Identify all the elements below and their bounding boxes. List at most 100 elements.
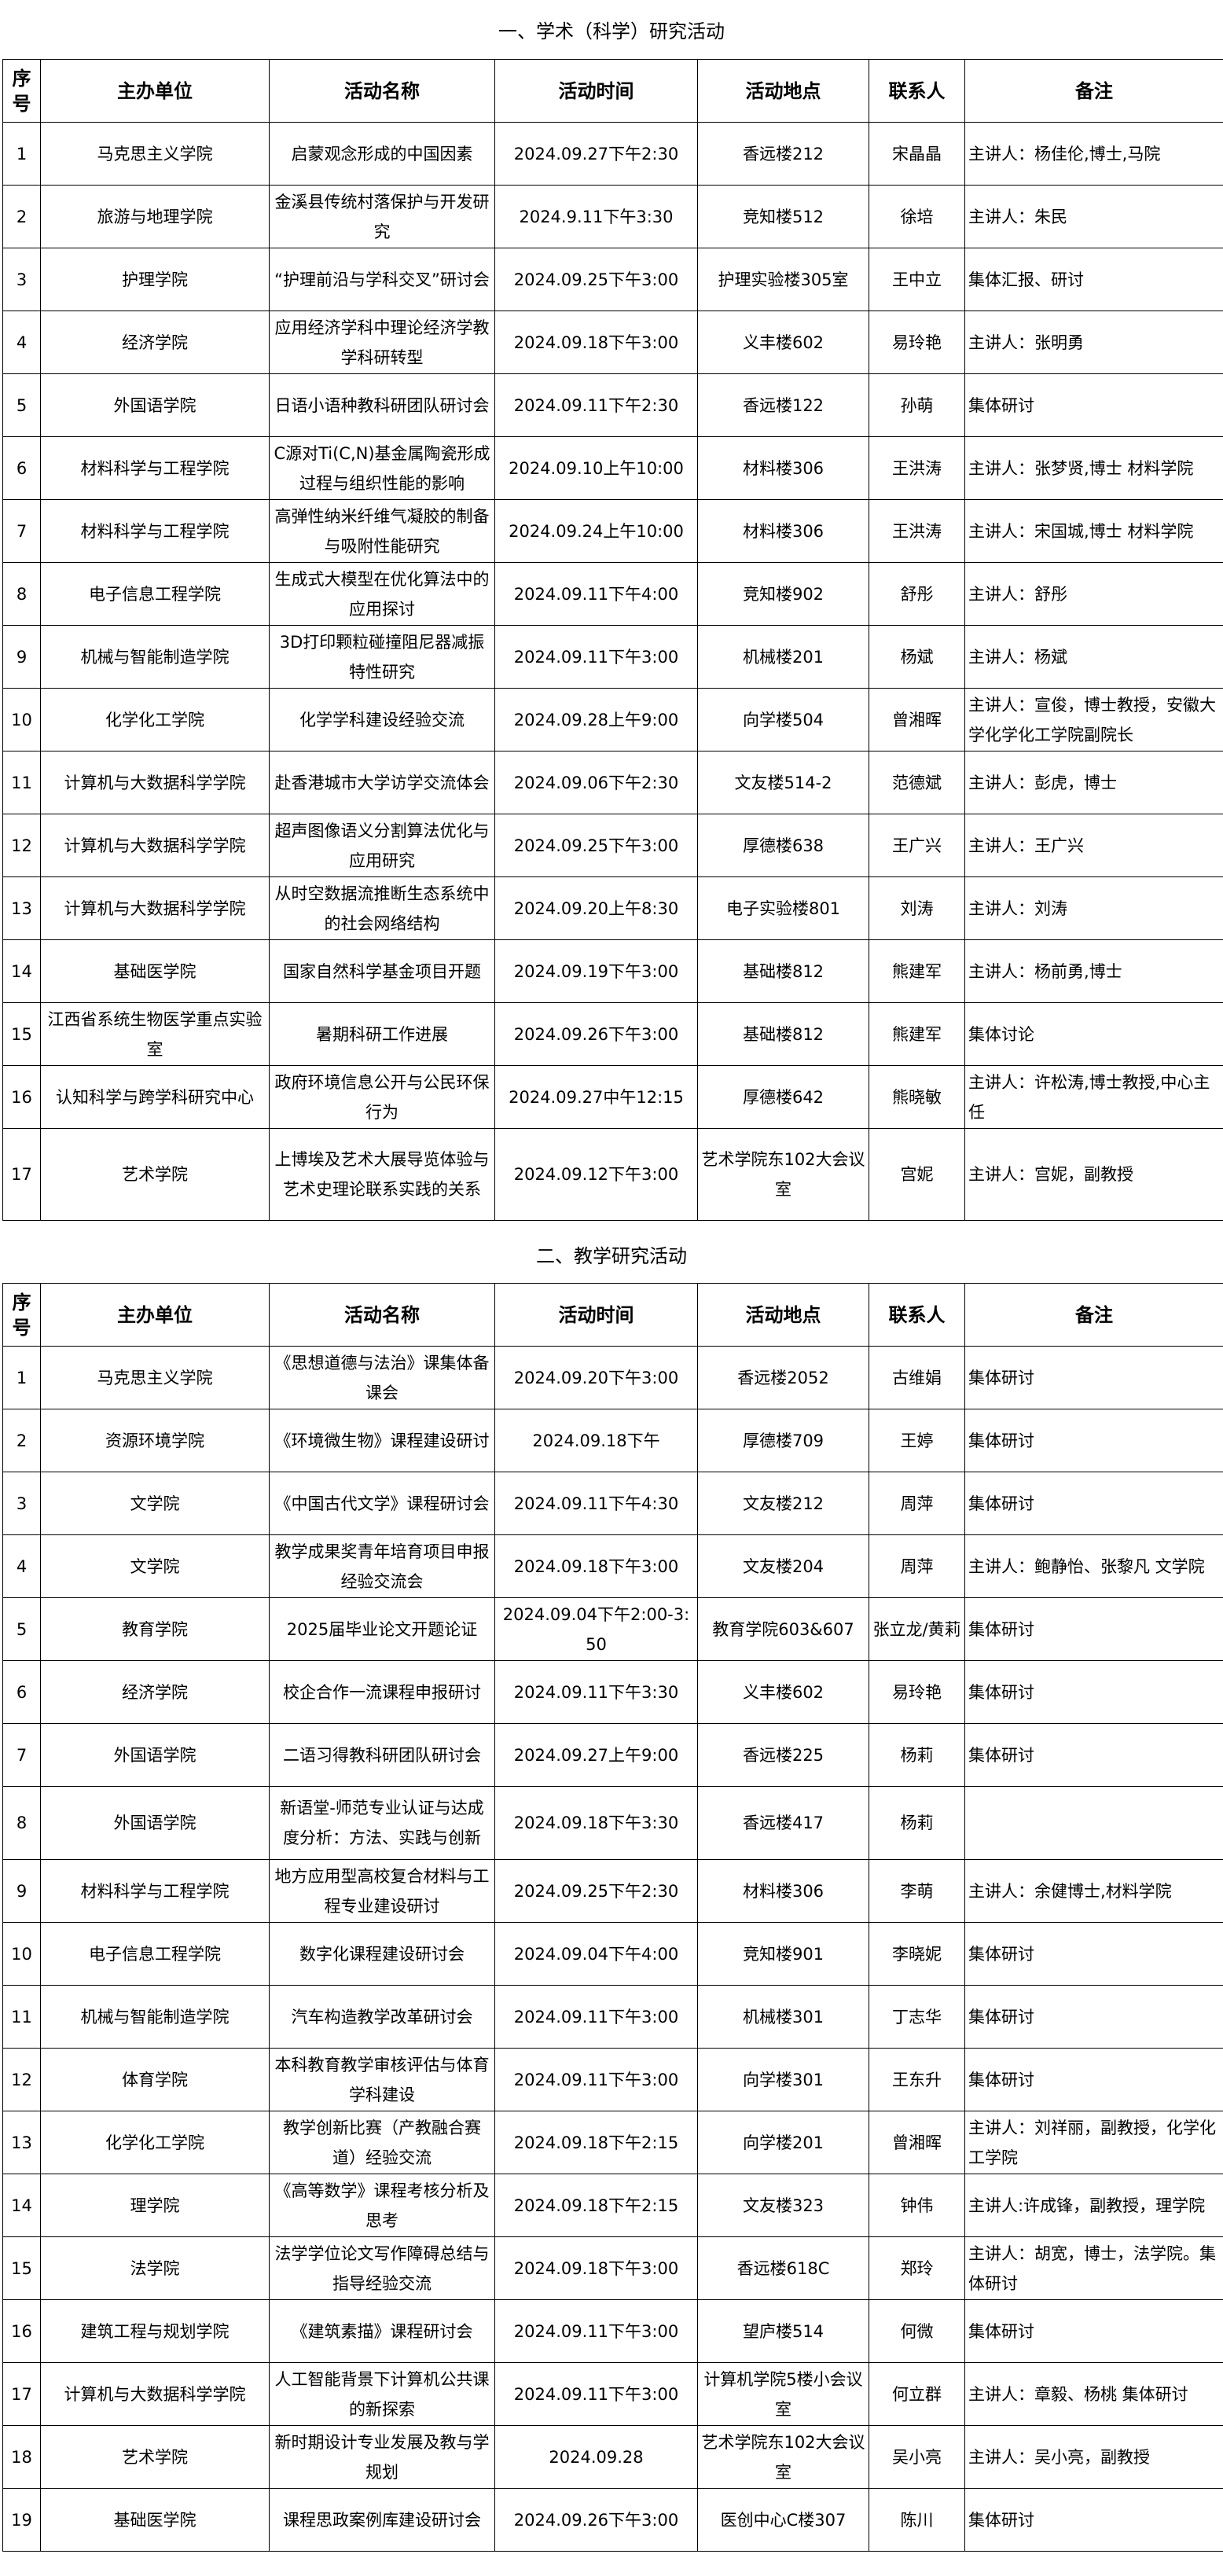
cell-notes: 集体研讨 <box>964 373 1223 437</box>
table-row: 16 认知科学与跨学科研究中心 政府环境信息公开与公民环保行为 2024.09.27中… <box>2 1065 1223 1129</box>
cell-activity-time: 2024.09.28上午9:00 <box>494 688 698 751</box>
cell-seq: 14 <box>2 939 41 1003</box>
table-row: 9 材料科学与工程学院 地方应用型高校复合材料与工程专业建设研讨 2024.09.25… <box>2 1859 1223 1923</box>
cell-seq: 17 <box>2 1128 41 1221</box>
cell-location: 竞知楼512 <box>697 185 869 248</box>
cell-contact: 舒彤 <box>869 562 965 626</box>
cell-activity-time: 2024.09.18下午2:15 <box>494 2111 698 2174</box>
cell-location: 文友楼212 <box>697 1472 869 1535</box>
header-seq: 序号 <box>2 1283 41 1347</box>
cell-activity-name: 超声图像语义分割算法优化与应用研究 <box>269 814 495 877</box>
cell-activity-name: 应用经济学科中理论经济学教学科研转型 <box>269 311 495 374</box>
cell-location: 香远楼212 <box>697 122 869 186</box>
cell-contact: 熊建军 <box>869 939 965 1003</box>
cell-activity-name: 日语小语种教科研团队研讨会 <box>269 373 495 437</box>
cell-location: 香远楼122 <box>697 373 869 437</box>
cell-location: 厚德楼709 <box>697 1409 869 1472</box>
cell-activity-time: 2024.09.18下午3:00 <box>494 1534 698 1598</box>
cell-contact: 宋晶晶 <box>869 122 965 186</box>
cell-organizer: 材料科学与工程学院 <box>40 1859 270 1923</box>
header-activity-time: 活动时间 <box>494 1283 698 1347</box>
cell-contact: 郑玲 <box>869 2236 965 2300</box>
cell-seq: 3 <box>2 1472 41 1535</box>
cell-seq: 19 <box>2 2488 41 2552</box>
cell-notes <box>964 1786 1223 1860</box>
table-row: 2 资源环境学院 《环境微生物》课程建设研讨 2024.09.18下午 厚德楼709 王婷… <box>2 1409 1223 1472</box>
cell-activity-time: 2024.09.11下午3:30 <box>494 1660 698 1724</box>
teaching-research-table: 序号 主办单位 活动名称 活动时间 活动地点 联系人 备注 1 马克思主义学院 《思想道德与法治… <box>2 1283 1223 2552</box>
table-row: 3 文学院 《中国古代文学》课程研讨会 2024.09.11下午4:30 文友楼212 周… <box>2 1472 1223 1535</box>
table-row: 4 经济学院 应用经济学科中理论经济学教学科研转型 2024.09.18下午3:00 义… <box>2 311 1223 374</box>
cell-contact: 周萍 <box>869 1534 965 1598</box>
cell-location: 艺术学院东102大会议室 <box>697 1128 869 1221</box>
cell-contact: 何立群 <box>869 2362 965 2426</box>
table-row: 11 机械与智能制造学院 汽车构造教学改革研讨会 2024.09.11下午3:00 机械… <box>2 1985 1223 2049</box>
cell-contact: 钟伟 <box>869 2174 965 2237</box>
cell-seq: 7 <box>2 1723 41 1787</box>
cell-organizer: 机械与智能制造学院 <box>40 1985 270 2049</box>
cell-seq: 12 <box>2 814 41 877</box>
cell-activity-time: 2024.09.20下午3:00 <box>494 1346 698 1409</box>
cell-activity-time: 2024.09.19下午3:00 <box>494 939 698 1003</box>
cell-organizer: 艺术学院 <box>40 1128 270 1221</box>
cell-contact: 何微 <box>869 2299 965 2363</box>
cell-notes: 主讲人：舒彤 <box>964 562 1223 626</box>
cell-contact: 王东升 <box>869 2048 965 2111</box>
cell-seq: 1 <box>2 1346 41 1409</box>
cell-activity-name: 二语习得教科研团队研讨会 <box>269 1723 495 1787</box>
cell-contact: 李萌 <box>869 1859 965 1923</box>
cell-activity-name: 校企合作一流课程申报研讨 <box>269 1660 495 1724</box>
cell-activity-time: 2024.09.27上午9:00 <box>494 1723 698 1787</box>
cell-seq: 2 <box>2 185 41 248</box>
table-row: 13 化学化工学院 教学创新比赛（产教融合赛道）经验交流 2024.09.18下午2:… <box>2 2111 1223 2174</box>
cell-seq: 6 <box>2 1660 41 1724</box>
cell-notes: 集体研讨 <box>964 2488 1223 2552</box>
cell-notes: 主讲人：胡宽，博士，法学院。集体研讨 <box>964 2236 1223 2300</box>
cell-seq: 13 <box>2 876 41 940</box>
cell-activity-time: 2024.09.20上午8:30 <box>494 876 698 940</box>
cell-activity-time: 2024.09.28 <box>494 2425 698 2489</box>
cell-organizer: 基础医学院 <box>40 2488 270 2552</box>
table-row: 16 建筑工程与规划学院 《建筑素描》课程研讨会 2024.09.11下午3:00 望庐… <box>2 2299 1223 2363</box>
cell-contact: 易玲艳 <box>869 311 965 374</box>
cell-location: 计算机学院5楼小会议室 <box>697 2362 869 2426</box>
cell-contact: 周萍 <box>869 1472 965 1535</box>
table-row: 8 外国语学院 新语堂-师范专业认证与达成度分析：方法、实践与创新 2024.09.1… <box>2 1786 1223 1860</box>
cell-contact: 丁志华 <box>869 1985 965 2049</box>
table-row: 7 外国语学院 二语习得教科研团队研讨会 2024.09.27上午9:00 香远楼225… <box>2 1723 1223 1787</box>
cell-location: 义丰楼602 <box>697 311 869 374</box>
cell-notes: 集体研讨 <box>964 2299 1223 2363</box>
cell-notes: 主讲人：余健博士,材料学院 <box>964 1859 1223 1923</box>
cell-activity-time: 2024.09.11下午4:00 <box>494 562 698 626</box>
cell-contact: 李晓妮 <box>869 1922 965 1986</box>
cell-activity-name: 汽车构造教学改革研讨会 <box>269 1985 495 2049</box>
cell-activity-name: 化学学科建设经验交流 <box>269 688 495 751</box>
cell-organizer: 文学院 <box>40 1472 270 1535</box>
cell-activity-time: 2024.09.11下午3:00 <box>494 2299 698 2363</box>
cell-seq: 8 <box>2 1786 41 1860</box>
cell-notes: 集体汇报、研讨 <box>964 248 1223 311</box>
cell-seq: 18 <box>2 2425 41 2489</box>
cell-contact: 王洪涛 <box>869 499 965 563</box>
cell-activity-time: 2024.09.25下午3:00 <box>494 248 698 311</box>
cell-organizer: 外国语学院 <box>40 1723 270 1787</box>
cell-seq: 16 <box>2 1065 41 1129</box>
cell-seq: 15 <box>2 1002 41 1066</box>
cell-seq: 5 <box>2 1597 41 1661</box>
cell-organizer: 马克思主义学院 <box>40 1346 270 1409</box>
cell-activity-name: 地方应用型高校复合材料与工程专业建设研讨 <box>269 1859 495 1923</box>
cell-activity-time: 2024.09.11下午4:30 <box>494 1472 698 1535</box>
cell-notes: 集体研讨 <box>964 1660 1223 1724</box>
cell-activity-time: 2024.09.26下午3:00 <box>494 1002 698 1066</box>
cell-seq: 2 <box>2 1409 41 1472</box>
cell-notes: 主讲人：王广兴 <box>964 814 1223 877</box>
table-row: 17 计算机与大数据科学学院 人工智能背景下计算机公共课的新探索 2024.09.11… <box>2 2362 1223 2426</box>
section-1-title: 一、学术（科学）研究活动 <box>498 20 725 42</box>
table-row: 7 材料科学与工程学院 高弹性纳米纤维气凝胶的制备与吸附性能研究 2024.09.24… <box>2 499 1223 563</box>
cell-activity-name: 国家自然科学基金项目开题 <box>269 939 495 1003</box>
cell-organizer: 计算机与大数据科学学院 <box>40 2362 270 2426</box>
header-activity-name: 活动名称 <box>269 59 495 123</box>
cell-seq: 9 <box>2 1859 41 1923</box>
cell-activity-time: 2024.09.27下午2:30 <box>494 122 698 186</box>
cell-activity-time: 2024.09.11下午3:00 <box>494 2362 698 2426</box>
